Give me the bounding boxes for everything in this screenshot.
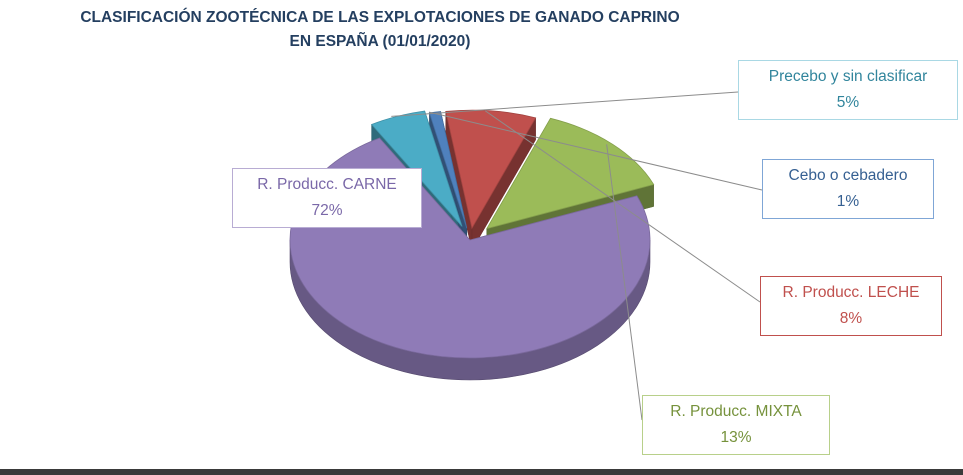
leader-mixta [606, 144, 643, 421]
chart-title-line-2: EN ESPAÑA (01/01/2020) [289, 33, 471, 50]
label-cebo: Cebo o cebadero 1% [762, 159, 934, 219]
chart-title: CLASIFICACIÓN ZOOTÉCNICA DE LAS EXPLOTAC… [0, 6, 760, 54]
label-precebo-value: 5% [836, 94, 860, 111]
label-leche-value: 8% [839, 310, 863, 327]
label-mixta-name: R. Producc. MIXTA [670, 403, 802, 420]
label-precebo-name: Precebo y sin clasificar [768, 68, 928, 85]
label-mixta: R. Producc. MIXTA 13% [642, 395, 830, 455]
label-carne-name: R. Producc. CARNE [257, 176, 397, 193]
label-cebo-name: Cebo o cebadero [788, 167, 908, 184]
label-leche: R. Producc. LECHE 8% [760, 276, 942, 336]
slice-mixta [485, 117, 655, 230]
slice-leche [445, 109, 537, 230]
leader-cebo [428, 111, 763, 191]
chart-title-line-1: CLASIFICACIÓN ZOOTÉCNICA DE LAS EXPLOTAC… [80, 9, 680, 26]
label-leche-name: R. Producc. LECHE [782, 284, 920, 301]
leader-lines [391, 91, 763, 421]
label-carne-value: 72% [311, 202, 343, 219]
slice-cebo [428, 111, 468, 229]
label-cebo-value: 1% [836, 193, 860, 210]
bottom-strip [0, 469, 963, 475]
leader-precebo [391, 91, 739, 117]
label-carne: R. Producc. CARNE 72% [232, 168, 422, 228]
label-precebo: Precebo y sin clasificar 5% [738, 60, 958, 120]
leader-leche [485, 110, 761, 303]
label-mixta-value: 13% [720, 429, 752, 446]
